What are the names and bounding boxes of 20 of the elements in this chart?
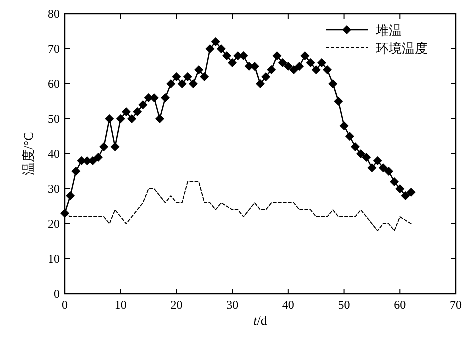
y-tick-label: 10 bbox=[48, 252, 60, 266]
x-tick-label: 70 bbox=[450, 298, 462, 312]
y-axis-title: 温度/°C bbox=[21, 132, 36, 176]
x-tick-label: 40 bbox=[282, 298, 294, 312]
y-tick-label: 60 bbox=[48, 77, 60, 91]
y-tick-label: 40 bbox=[48, 147, 60, 161]
x-tick-label: 50 bbox=[338, 298, 350, 312]
x-tick-label: 20 bbox=[170, 298, 183, 312]
legend-label: 环境温度 bbox=[376, 41, 428, 56]
x-tick-label: 10 bbox=[114, 298, 127, 312]
x-tick-label: 30 bbox=[226, 298, 239, 312]
y-tick-label: 30 bbox=[48, 182, 60, 196]
y-tick-label: 50 bbox=[48, 112, 60, 126]
x-axis-title: t/d bbox=[254, 313, 268, 328]
legend-label: 堆温 bbox=[375, 23, 402, 38]
y-tick-label: 20 bbox=[48, 217, 60, 231]
y-tick-label: 80 bbox=[48, 7, 60, 21]
y-tick-label: 0 bbox=[54, 287, 60, 301]
y-tick-label: 70 bbox=[48, 42, 60, 56]
x-tick-label: 60 bbox=[394, 298, 406, 312]
